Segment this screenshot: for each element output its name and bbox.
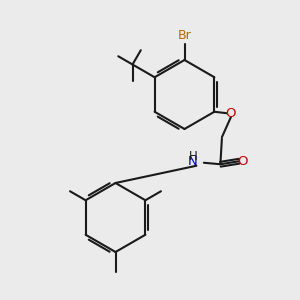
Text: N: N xyxy=(188,155,198,168)
Text: Br: Br xyxy=(178,29,191,42)
Text: O: O xyxy=(238,155,248,168)
Text: O: O xyxy=(226,107,236,120)
Text: H: H xyxy=(188,150,197,163)
